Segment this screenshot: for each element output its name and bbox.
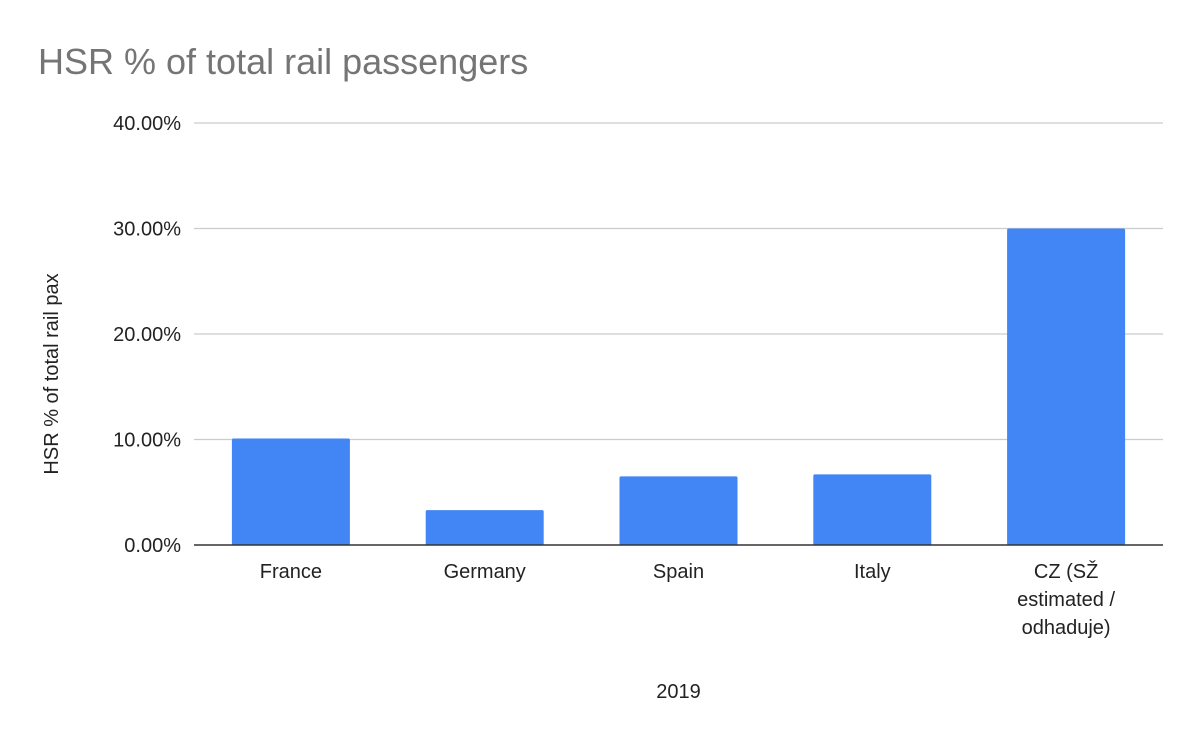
y-axis-ticks: 0.00% 10.00% 20.00% 30.00% 40.00% bbox=[113, 113, 181, 557]
y-tick-label: 10.00% bbox=[113, 430, 181, 452]
x-tick-label: CZ (SŽ estimated / odhaduje) bbox=[1017, 560, 1115, 639]
bar bbox=[619, 476, 738, 545]
y-tick-label: 30.00% bbox=[113, 219, 181, 241]
bar bbox=[425, 510, 544, 545]
x-axis-label: 2019 bbox=[656, 681, 701, 703]
bar bbox=[1007, 228, 1126, 545]
y-tick-label: 40.00% bbox=[113, 113, 181, 135]
x-axis-ticks: France Germany Spain Italy CZ (SŽ estimated /… bbox=[260, 560, 1116, 639]
x-tick-label: France bbox=[260, 561, 322, 583]
y-tick-label: 0.00% bbox=[124, 535, 181, 557]
y-axis-label: HSR % of total rail pax bbox=[41, 273, 63, 474]
y-tick-label: 20.00% bbox=[113, 324, 181, 346]
x-tick-label: Germany bbox=[444, 561, 526, 583]
gridlines bbox=[194, 122, 1163, 441]
x-tick-label: Spain bbox=[653, 561, 704, 583]
bars bbox=[231, 228, 1126, 545]
bar bbox=[813, 474, 932, 545]
chart-title: HSR % of total rail passengers bbox=[38, 41, 528, 82]
x-tick-label: Italy bbox=[854, 561, 891, 583]
bar bbox=[231, 438, 350, 545]
